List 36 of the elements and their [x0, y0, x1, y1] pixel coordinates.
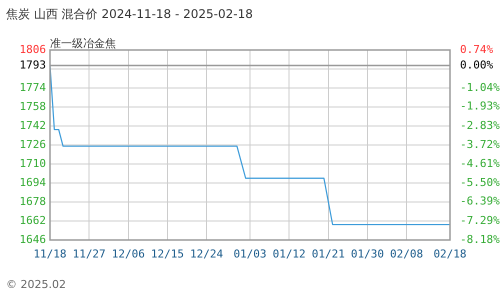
y-tick-label: 1742	[20, 118, 46, 132]
y-tick-label: 1793	[20, 58, 46, 72]
y2-tick-label: -3.72%	[460, 138, 500, 151]
x-tick-label: 01/12	[272, 247, 306, 260]
chart-subtitle: 准一级冶金焦	[50, 36, 116, 51]
y2-tick-label: 0.00%	[460, 58, 494, 72]
x-tick-label: 01/03	[233, 247, 267, 260]
y2-tick-label: -2.83%	[460, 118, 500, 132]
y-tick-label: 1646	[20, 232, 46, 246]
y2-tick-label: -5.50%	[460, 176, 500, 189]
x-tick-label: 02/18	[433, 247, 467, 260]
y2-tick-label: -6.39%	[460, 194, 500, 208]
y-tick-label: 1758	[20, 100, 46, 113]
y2-tick-label: -1.93%	[460, 100, 500, 113]
y-tick-label: 1710	[20, 156, 46, 170]
y2-tick-label: -7.29%	[460, 214, 500, 227]
y2-tick-label: -8.18%	[460, 232, 500, 246]
y2-tick-label: -4.61%	[460, 156, 500, 170]
y-tick-label: 1662	[20, 214, 46, 227]
x-tick-label: 12/24	[190, 247, 224, 260]
x-tick-label: 01/21	[312, 247, 345, 260]
x-tick-label: 01/30	[350, 247, 384, 260]
x-tick-label: 12/15	[150, 247, 184, 260]
x-tick-label: 12/06	[112, 247, 145, 260]
chart-title: 焦炭 山西 混合价 2024-11-18 - 2025-02-18	[6, 6, 253, 23]
x-tick-label: 11/27	[72, 247, 106, 260]
text: © 2025.02	[6, 278, 66, 291]
y-tick-label: 1726	[20, 138, 46, 151]
y-tick-label: 1694	[20, 176, 46, 189]
y2-tick-label: -1.04%	[460, 80, 500, 94]
y2-tick-label: 0.74%	[460, 42, 494, 56]
x-tick-label: 11/18	[33, 247, 67, 260]
y-tick-label: 1806	[20, 42, 46, 56]
y-tick-label: 1678	[20, 194, 46, 208]
y-tick-label: 1774	[20, 80, 46, 94]
x-tick-label: 02/08	[390, 247, 424, 260]
